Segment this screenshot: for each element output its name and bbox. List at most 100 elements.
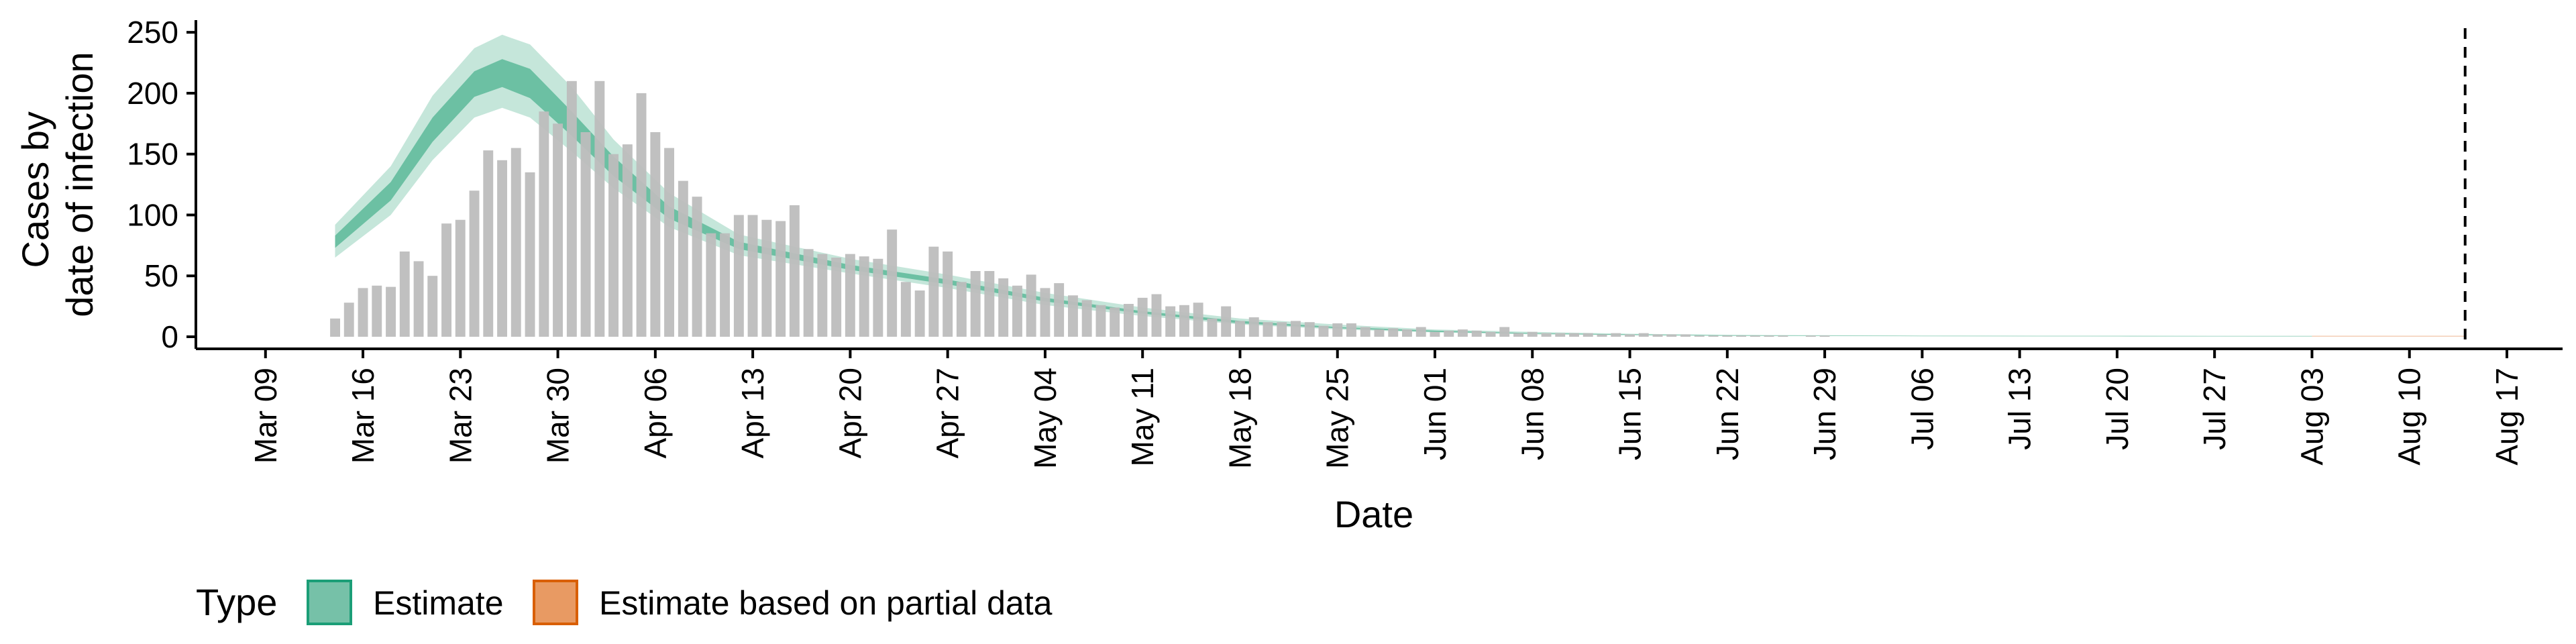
bar [1471,330,1482,337]
x-axis-ticks: Mar 09 Mar 16 Mar 23 Mar 30 Apr 06 Apr 13 Apr … [248,349,2524,469]
bar [1569,333,1579,337]
bar [1708,335,1719,337]
bar [720,233,730,337]
bar [943,251,953,337]
bar [914,290,925,337]
bar [594,80,605,337]
bar [1040,288,1051,337]
legend-label-estimate: Estimate [373,584,504,622]
bar [372,285,382,337]
y-tick-label: 0 [161,319,178,354]
bar [733,215,744,337]
y-tick-label: 50 [144,258,178,293]
bar [1332,323,1343,337]
x-tick-label: Mar 23 [443,368,478,464]
bar [1722,335,1733,337]
bar [1513,333,1523,337]
bar [539,111,549,337]
bar [706,233,716,337]
bar [1304,322,1315,337]
bar [566,80,577,337]
y-tick-label: 100 [127,197,178,232]
bar [1555,333,1566,337]
bar [775,221,786,337]
bar [525,172,535,337]
x-tick-label: May 25 [1320,368,1355,469]
bar [831,258,842,337]
bar [789,205,800,337]
x-tick-label: Jul 13 [2002,368,2037,450]
bar [1805,335,1816,337]
bar [1402,329,1412,337]
bar [399,251,410,337]
x-tick-label: Aug 03 [2294,368,2329,466]
bar [1638,333,1649,337]
bar [1235,321,1245,337]
bar [441,223,451,337]
bar [692,197,702,337]
x-tick-label: Jun 22 [1710,368,1745,460]
bar [1764,335,1774,337]
bar [1666,334,1677,337]
bar [1151,294,1162,337]
y-axis-title: Cases by date of infection [14,52,101,317]
bar [970,271,981,337]
legend-title: Type [196,581,277,623]
bar [873,258,883,337]
x-tick-label: Apr 13 [735,368,770,459]
bar [1527,331,1538,337]
bar [413,261,424,337]
bar [1012,285,1022,337]
bar [1346,323,1356,337]
bar [1458,329,1468,337]
y-tick-label: 200 [127,76,178,111]
x-tick-label: May 18 [1223,368,1258,469]
bar [1068,295,1078,337]
legend-label-partial: Estimate based on partial data [599,584,1053,622]
bar [1248,317,1259,337]
bar [900,282,911,337]
bar [483,150,494,337]
bar [469,191,480,337]
bar [1360,327,1371,337]
bar [1095,305,1106,337]
bar [636,93,647,337]
bar [343,303,354,337]
x-tick-label: May 11 [1125,368,1160,466]
bar [1778,335,1788,337]
x-tick-label: Mar 16 [345,368,380,464]
x-tick-label: Jun 01 [1417,368,1452,460]
bar [747,215,758,337]
bar [1415,327,1426,337]
bar [1485,331,1496,337]
bar [678,180,688,337]
bar [1124,304,1134,337]
bar [1207,318,1218,337]
bar [1179,305,1189,337]
bar [1694,335,1705,337]
bar [817,254,828,337]
bar [1611,333,1621,337]
bar [803,249,814,337]
bar [761,219,772,337]
x-tick-label: Apr 06 [638,368,673,459]
bar [1165,306,1176,337]
y-tick-label: 150 [127,137,178,172]
bar [1444,330,1454,337]
bar [330,318,340,337]
bar [1221,306,1232,337]
bar [553,123,563,337]
bar [1374,329,1385,337]
bar [845,254,855,337]
bar [1819,335,1830,337]
bar [1026,274,1036,337]
bar [887,229,898,337]
x-tick-label: Aug 10 [2392,368,2427,466]
bar [1430,331,1440,337]
x-tick-label: Jun 08 [1515,368,1550,460]
bar [928,246,939,337]
legend: Type Estimate Estimate based on partial … [196,580,1053,625]
bar [1541,333,1552,337]
bar [1597,334,1607,337]
